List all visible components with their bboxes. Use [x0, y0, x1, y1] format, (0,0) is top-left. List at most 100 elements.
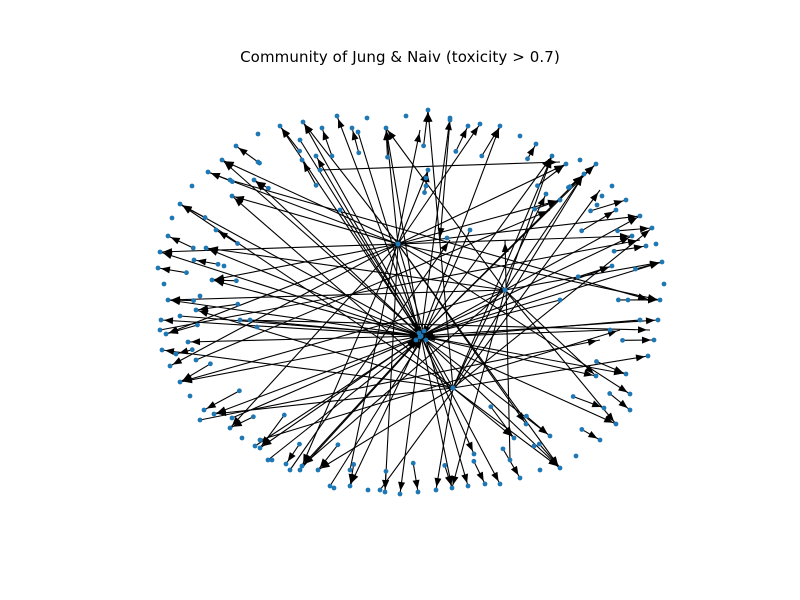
edge-39 [167, 289, 506, 301]
edge-72 [169, 243, 399, 367]
node-93 [581, 171, 587, 177]
node-108 [471, 451, 477, 457]
node-225 [410, 460, 416, 466]
edge-144 [267, 338, 422, 461]
edge-85 [397, 243, 527, 425]
edge-153 [422, 229, 471, 338]
arrowhead-110 [618, 399, 628, 409]
edge-12 [420, 215, 641, 337]
node-236 [233, 278, 239, 284]
arrowhead-14 [645, 317, 656, 325]
edge-40 [159, 243, 399, 253]
arrowhead-57 [635, 354, 646, 362]
node-217 [620, 337, 625, 343]
node-45 [623, 371, 629, 377]
node-42 [655, 317, 661, 323]
node-204 [329, 153, 335, 159]
edge-19 [420, 335, 453, 489]
node-287 [413, 337, 419, 343]
edge-18 [420, 335, 501, 485]
node-224 [442, 462, 448, 468]
arrowhead-103 [584, 165, 594, 175]
node-38 [653, 241, 659, 247]
node-5 [155, 265, 161, 271]
arrowhead-137 [547, 200, 558, 208]
edge-159 [319, 161, 561, 171]
node-263 [557, 297, 563, 303]
node-73 [201, 407, 207, 413]
node-11 [205, 169, 211, 175]
edge-59 [504, 289, 617, 425]
node-48 [613, 421, 619, 427]
node-35 [623, 197, 629, 203]
node-30 [549, 153, 555, 159]
arrowhead-63 [451, 475, 459, 486]
node-216 [615, 297, 621, 303]
edge-163 [504, 239, 511, 461]
node-233 [207, 361, 213, 367]
arrowhead-8 [444, 120, 452, 131]
node-64 [331, 485, 337, 491]
node-74 [187, 393, 193, 399]
node-54 [497, 481, 503, 487]
edge-3 [179, 203, 422, 337]
arrowhead-81 [619, 232, 630, 240]
arrowhead-47 [387, 130, 396, 140]
arrowhead-26 [190, 338, 201, 346]
node-275 [193, 357, 199, 363]
node-65 [315, 467, 321, 473]
node-2 [159, 347, 165, 353]
arrowhead-136 [599, 266, 610, 273]
node-15 [277, 123, 283, 129]
node-89 [299, 157, 305, 163]
edge-166 [195, 209, 551, 361]
edge-154 [420, 299, 561, 337]
node-18 [334, 113, 340, 119]
arrowhead-73 [198, 310, 209, 317]
arrowhead-0 [163, 317, 174, 325]
node-245 [575, 274, 581, 280]
node-55 [482, 481, 488, 487]
node-255 [607, 327, 613, 333]
node-213 [588, 208, 593, 214]
node-238 [235, 241, 240, 246]
node-214 [615, 228, 620, 234]
node-26 [477, 121, 483, 127]
edge-86 [452, 387, 515, 439]
node-248 [524, 413, 529, 419]
node-9 [177, 201, 183, 207]
node-96 [629, 233, 635, 239]
node-257 [355, 129, 361, 135]
edge-164 [439, 119, 451, 241]
node-229 [297, 441, 302, 447]
edge-69 [229, 243, 399, 429]
arrowhead-105 [639, 225, 650, 233]
node-197 [191, 298, 196, 304]
arrowhead-116 [412, 479, 420, 490]
arrowhead-69 [232, 416, 241, 426]
arrowhead-100 [490, 128, 499, 139]
edge-48 [427, 109, 454, 389]
arrowhead-89 [160, 266, 171, 274]
arrowhead-70 [216, 409, 227, 417]
arrowhead-154 [423, 329, 434, 337]
hub-node-278 [450, 385, 456, 391]
arrowhead-92 [210, 173, 221, 180]
edge-149 [339, 209, 423, 339]
edge-160 [239, 319, 651, 331]
edge-81 [397, 235, 633, 245]
arrowhead-106 [649, 261, 660, 269]
arrowhead-164 [437, 227, 445, 238]
node-58 [433, 487, 439, 493]
edge-42 [207, 171, 399, 245]
node-102 [593, 373, 599, 379]
arrowhead-165 [440, 242, 449, 252]
arrowhead-135 [633, 244, 644, 252]
node-227 [351, 462, 357, 467]
node-251 [297, 467, 303, 473]
node-49 [597, 437, 603, 443]
arrowhead-77 [234, 197, 244, 207]
node-267 [257, 437, 263, 443]
node-56 [465, 483, 471, 489]
node-200 [202, 215, 208, 220]
